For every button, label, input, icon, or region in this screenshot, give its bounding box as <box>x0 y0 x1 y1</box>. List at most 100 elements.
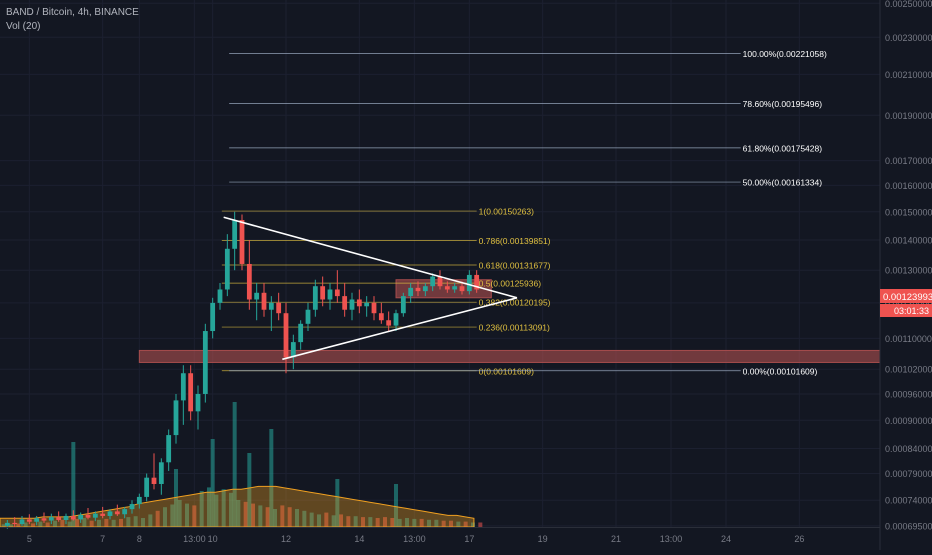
candle-body <box>474 274 480 290</box>
volume-spike-bar <box>210 439 215 527</box>
candle-body <box>151 477 157 484</box>
volume-bar <box>287 507 292 527</box>
candle-body <box>180 373 186 401</box>
candle-body <box>136 496 142 505</box>
volume-spike-bar <box>247 453 252 527</box>
price-tag: 0.00123993 03:01:33 <box>880 289 932 317</box>
price-tag-value: 0.00123993 <box>883 292 932 303</box>
candle-body <box>400 296 406 314</box>
volume-spike-bar <box>394 484 398 527</box>
volume-bar <box>375 518 380 527</box>
candle-body <box>408 287 414 297</box>
time-tick-label: 13:00 <box>183 534 206 544</box>
volume-bar <box>9 524 13 527</box>
price-axis[interactable]: 0.00250000 0.00230000 0.00210000 0.00190000… <box>879 0 932 550</box>
time-tick-label: 5 <box>27 534 32 544</box>
candle-body <box>239 220 245 264</box>
triangle-upper-line <box>223 216 518 299</box>
candle-body <box>268 302 274 310</box>
volume-spike-bar <box>71 442 76 527</box>
fib-retracement-label: 0.382(0.00120195) <box>479 298 551 308</box>
candle-body <box>452 286 458 290</box>
time-axis[interactable]: 5 7 8 13:00 10 12 14 13:00 17 19 21 13:00 24 26 <box>0 527 880 545</box>
time-tick-label: 24 <box>721 534 731 544</box>
volume-bar <box>478 522 483 527</box>
volume-bar <box>346 516 351 527</box>
volume-spike-bar <box>335 479 340 527</box>
volume-bar <box>463 521 468 527</box>
volume-bar <box>111 519 116 527</box>
volume-bar <box>155 510 160 527</box>
candle-body <box>114 511 120 515</box>
volume-bar <box>38 521 43 527</box>
volume-bar <box>23 522 28 527</box>
candle-body <box>298 323 304 343</box>
fib-extension-label: 61.80%(0.00175428) <box>743 143 823 153</box>
volume-bar <box>441 520 446 527</box>
volume-bar <box>427 519 431 527</box>
candle-body <box>283 313 289 358</box>
candle-body <box>100 513 106 516</box>
support-zone <box>138 349 881 363</box>
candle-body <box>276 302 282 314</box>
triangle-pattern[interactable] <box>223 216 518 361</box>
candle-body <box>232 220 238 249</box>
candle-body <box>305 309 311 324</box>
volume-bar <box>324 512 329 527</box>
time-tick-label: 13:00 <box>660 534 683 544</box>
candle-body <box>327 289 333 300</box>
price-tick-label: 0.00096000 <box>885 389 932 399</box>
candle-body <box>459 286 465 292</box>
candle-body <box>158 462 164 484</box>
volume-bar <box>456 521 461 527</box>
volume-bar <box>75 518 79 527</box>
fib-retracement-label: 0.236(0.00113091) <box>479 323 550 333</box>
volume-bar <box>317 514 321 527</box>
time-tick-label: 21 <box>611 534 621 544</box>
candle-body <box>349 299 355 310</box>
price-tag-bg <box>880 289 932 303</box>
candle-body <box>41 518 47 521</box>
fib-lines[interactable]: 1(0.00150263) 0.786(0.00139851) 0.618(0.00… <box>221 49 827 376</box>
volume-bar <box>449 520 453 527</box>
candle-body <box>195 393 201 412</box>
fib-extension-label: 0.00%(0.00101609) <box>743 366 818 376</box>
volume-bar <box>119 518 123 527</box>
volume-bar <box>302 510 307 527</box>
volume-ma-area <box>0 485 475 528</box>
candle-body <box>85 514 91 518</box>
volume-spike-bar <box>174 469 178 527</box>
volume-bar <box>361 517 365 527</box>
volume-bar <box>383 517 387 527</box>
candle-body <box>166 435 172 463</box>
volume-bar <box>405 518 409 527</box>
volume-bar <box>104 518 109 527</box>
volume-bar <box>126 517 131 527</box>
volume-indicator-label: Vol (20) <box>6 21 41 32</box>
volume-bar <box>229 492 233 527</box>
price-tick-label: 0.00140000 <box>885 235 932 245</box>
candle-body <box>34 518 40 522</box>
price-tick-label: 0.00084000 <box>885 444 932 454</box>
candle-body <box>393 313 399 326</box>
candle-body <box>364 302 370 307</box>
time-tick-label: 8 <box>137 534 142 544</box>
volume-ma <box>0 485 475 528</box>
candle-body <box>12 522 18 525</box>
volume-bar <box>89 520 94 527</box>
volume-bar <box>471 522 475 527</box>
volume-bar <box>53 520 57 527</box>
candle-body <box>386 320 392 326</box>
candle-body <box>78 514 84 520</box>
fib-retracement-label: 0(0.00101609) <box>479 366 534 376</box>
volume-bar <box>221 489 226 527</box>
volume-bar <box>45 522 50 527</box>
candle-body <box>415 287 421 292</box>
volume-bar <box>331 515 336 527</box>
candle-body <box>48 517 54 521</box>
volume-bar <box>141 518 145 527</box>
price-tick-label: 0.00210000 <box>885 70 932 80</box>
time-tick-label: 17 <box>464 534 474 544</box>
